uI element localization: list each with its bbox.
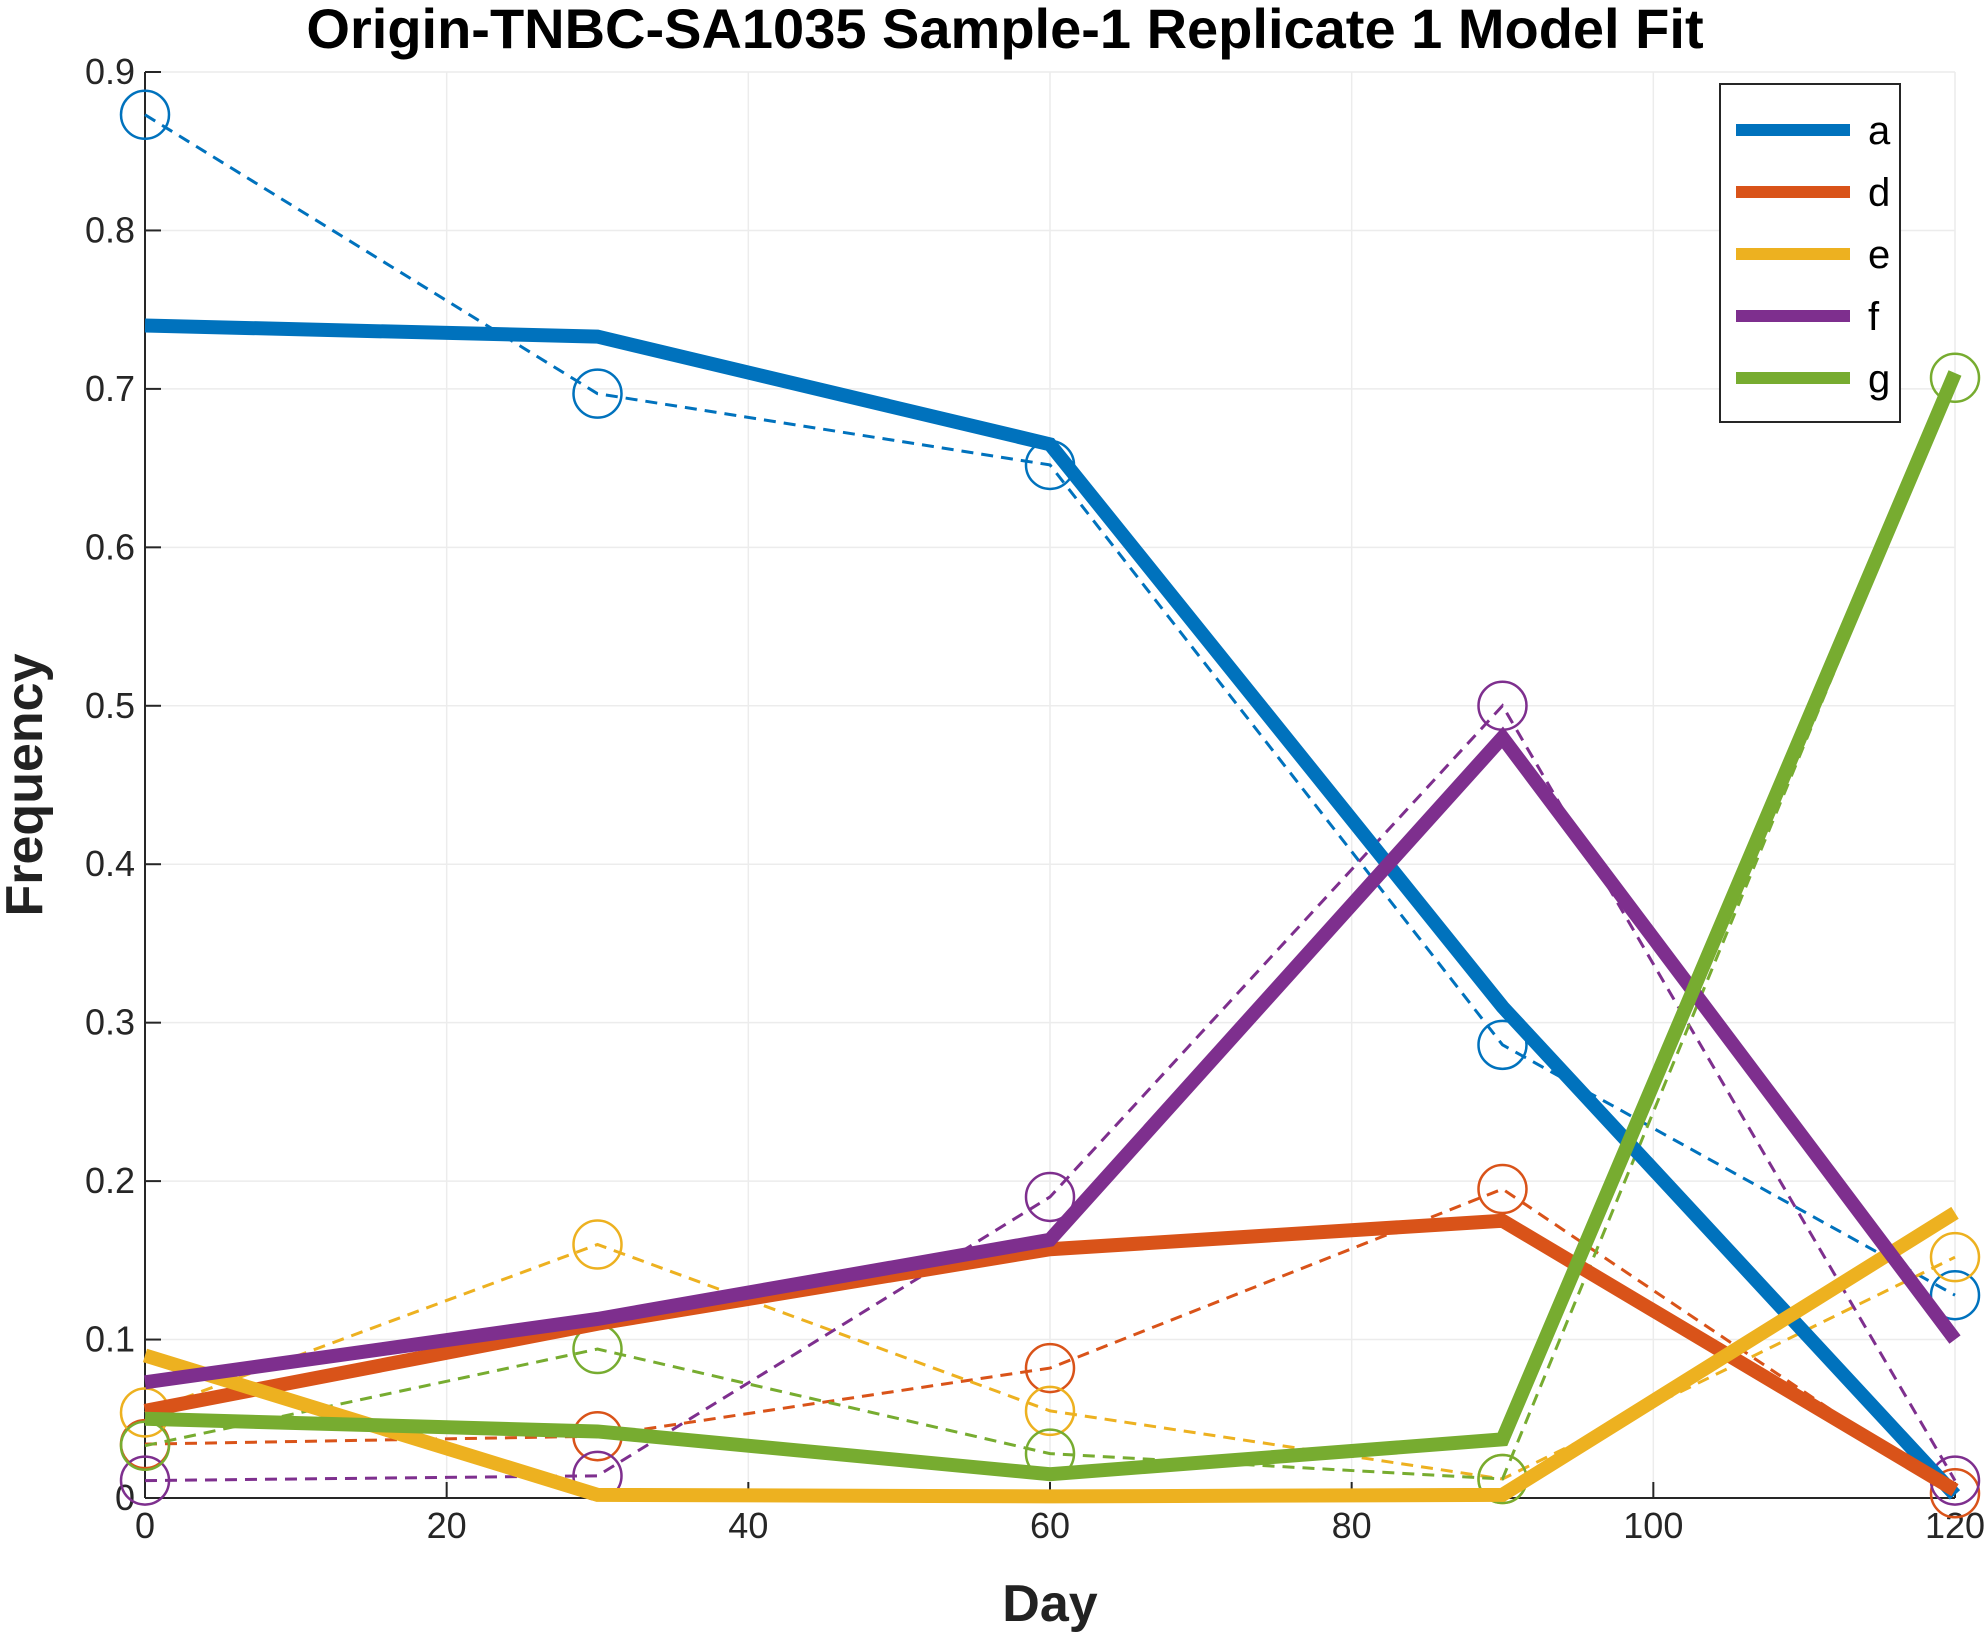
y-tick-label-9: 0.9 (85, 51, 135, 92)
y-tick-label-8: 0.8 (85, 209, 135, 250)
x-tick-label-4: 80 (1332, 1505, 1372, 1546)
observed-line-d (144, 1187, 1956, 1495)
observed-point-f-0 (119, 1455, 171, 1506)
observed-point-g-4 (1929, 352, 1981, 404)
y-tick-label-4: 0.4 (85, 843, 135, 884)
y-tick-label-1: 0.1 (85, 1319, 135, 1360)
observed-point-d-2 (1024, 1342, 1076, 1394)
model-line-a (144, 318, 1961, 1500)
observed-line-f (144, 703, 1957, 1483)
observed-line-g (144, 377, 1957, 1481)
model-line-e (142, 1206, 1959, 1504)
legend-label-g: g (1868, 357, 1890, 401)
observed-point-e-4 (1929, 1231, 1981, 1283)
observed-line-a (144, 113, 1956, 1297)
x-tick-label-1: 20 (427, 1505, 467, 1546)
legend-label-d: d (1868, 171, 1890, 215)
ticks: 0 20 40 60 80 100 120 0 0.1 0.2 0.3 0.4 0.5 0.6 0.7 0.8… (85, 51, 1985, 1546)
y-tick-label-7: 0.7 (85, 368, 135, 409)
x-tick-label-5: 100 (1623, 1505, 1683, 1546)
legend-label-a: a (1868, 109, 1891, 153)
y-tick-label-6: 0.6 (85, 526, 135, 567)
y-tick-label-0: 0 (115, 1477, 135, 1518)
observed-point-d-3 (1477, 1163, 1528, 1215)
observed-point-a-1 (572, 368, 623, 419)
x-tick-label-3: 60 (1030, 1505, 1070, 1546)
x-tick-label-2: 40 (728, 1505, 768, 1546)
model-line-g (144, 370, 1962, 1482)
y-tick-label-5: 0.5 (85, 685, 135, 726)
observed-point-d-4 (1929, 1467, 1981, 1519)
observed-point-e-1 (572, 1219, 623, 1270)
observed-point-e-2 (1024, 1385, 1076, 1437)
observed-point-a-3 (1477, 1019, 1528, 1071)
observed-point-f-2 (1024, 1171, 1076, 1223)
legend-label-f: f (1868, 295, 1880, 339)
y-tick-label-3: 0.3 (85, 1002, 135, 1043)
observed-point-a-0 (119, 89, 171, 141)
y-tick-label-2: 0.2 (85, 1160, 135, 1201)
legend-label-e: e (1868, 233, 1890, 277)
model-lines (142, 318, 1962, 1504)
y-axis-label: Frequency (0, 653, 54, 916)
x-axis-label: Day (1002, 1575, 1097, 1633)
model-line-d (143, 1213, 1959, 1497)
model-line-f (144, 726, 1961, 1390)
observed-point-a-4 (1929, 1269, 1981, 1321)
x-tick-label-0: 0 (135, 1505, 155, 1546)
x-tick-label-6: 120 (1925, 1505, 1985, 1546)
plot-area: 0 20 40 60 80 100 120 0 0.1 0.2 0.3 0.4 0.5 0.6 0.7 0.8… (85, 51, 1985, 1546)
chart-title: Origin-TNBC-SA1035 Sample-1 Replicate 1 … (306, 0, 1703, 60)
